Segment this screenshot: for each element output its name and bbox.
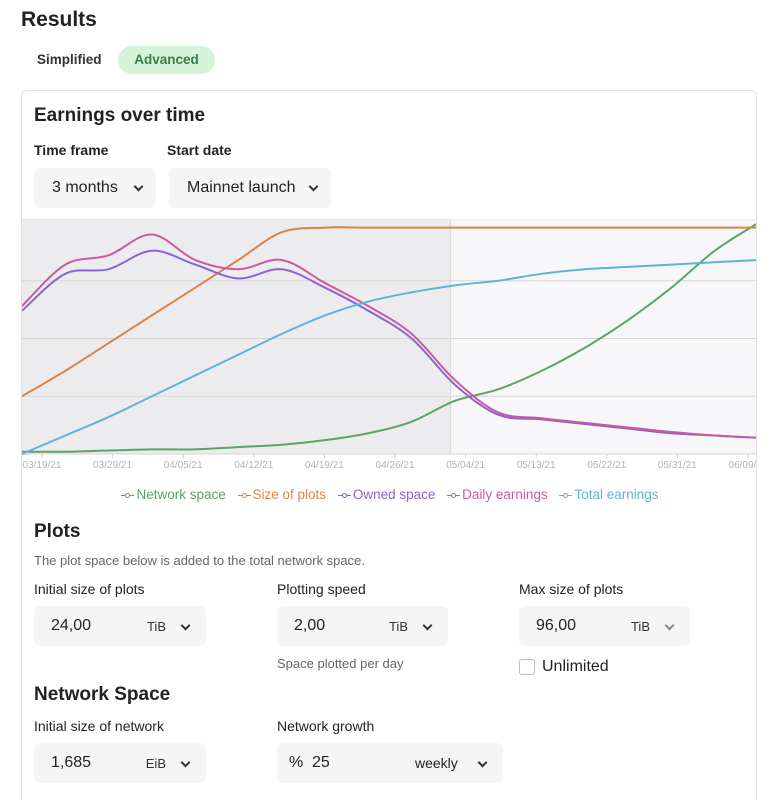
network-space-title: Network Space [34, 684, 171, 705]
initial-plots-input[interactable]: 24,00 TiB [34, 606, 206, 646]
legend-marker-icon [337, 491, 351, 500]
plotting-speed-input[interactable]: 2,00 TiB [277, 606, 448, 646]
x-tick-label: 03/19/21 [23, 460, 62, 469]
chevron-down-icon [308, 181, 319, 191]
series-network-space-line [22, 223, 756, 453]
x-tick-label: 04/05/21 [164, 460, 203, 469]
growth-period-select[interactable]: weekly [415, 755, 458, 771]
legend-marker-icon [121, 491, 135, 500]
series-size-of-plots-line [22, 226, 756, 398]
unlimited-label[interactable]: Unlimited [542, 658, 609, 675]
initial-plots-unit[interactable]: TiB [146, 618, 166, 634]
earnings-chart[interactable]: 03/19/21 03/29/21 04/05/21 04/12/21 04/19/21… [22, 219, 757, 469]
unlimited-checkbox[interactable] [519, 659, 535, 675]
x-tick-label: 04/12/21 [234, 460, 273, 469]
x-tick-label: 06/09/21 [729, 460, 757, 469]
startdate-label: Start date [167, 142, 232, 158]
plotting-speed-value: 2,00 [294, 617, 326, 634]
x-tick-label: 04/26/21 [376, 460, 415, 469]
timeframe-value: 3 months [52, 179, 118, 196]
timeframe-label: Time frame [34, 142, 109, 158]
simplified-toggle[interactable]: Simplified [37, 52, 102, 67]
results-title: Results [21, 8, 97, 31]
chevron-down-icon[interactable] [422, 620, 433, 631]
network-growth-label: Network growth [277, 718, 375, 734]
plotting-speed-unit[interactable]: TiB [388, 618, 408, 634]
legend-marker-icon [237, 491, 251, 500]
startdate-select[interactable]: Mainnet launch [169, 168, 331, 208]
initial-network-label: Initial size of network [34, 718, 164, 734]
chevron-down-icon[interactable] [180, 757, 191, 768]
initial-network-unit[interactable]: EiB [145, 755, 166, 771]
series-daily-earnings-line [22, 233, 756, 439]
x-tick-label: 05/13/21 [517, 460, 556, 469]
legend-total-earnings[interactable]: Total earnings [559, 487, 659, 502]
series-total-earnings-line [22, 259, 756, 455]
series-owned-space-line [22, 249, 756, 439]
initial-network-input[interactable]: 1,685 EiB [34, 743, 206, 783]
timeframe-select[interactable]: 3 months [34, 168, 156, 208]
chevron-down-icon [133, 181, 144, 191]
initial-plots-value: 24,00 [51, 617, 92, 634]
chevron-down-icon[interactable] [477, 757, 488, 768]
plots-title: Plots [34, 521, 81, 542]
x-tick-label: 05/31/21 [658, 460, 697, 469]
plotting-speed-label: Plotting speed [277, 581, 366, 597]
legend-marker-icon [447, 491, 461, 500]
max-plots-unit[interactable]: TiB [630, 618, 650, 634]
chart-legend: Network space Size of plots Owned space … [22, 487, 756, 502]
legend-marker-icon [559, 491, 573, 500]
earnings-title: Earnings over time [34, 105, 206, 126]
growth-percent-symbol: % [289, 754, 304, 771]
earnings-card: Earnings over time Time frame Start date… [21, 90, 757, 800]
chevron-down-icon[interactable] [664, 620, 675, 631]
x-tick-label: 04/19/21 [305, 460, 344, 469]
startdate-value: Mainnet launch [187, 179, 296, 196]
legend-daily-earnings[interactable]: Daily earnings [447, 487, 548, 502]
max-plots-label: Max size of plots [519, 581, 624, 597]
plotting-speed-note: Space plotted per day [277, 656, 404, 671]
advanced-toggle[interactable]: Advanced [118, 46, 215, 74]
legend-size-of-plots[interactable]: Size of plots [237, 487, 326, 502]
x-tick-label: 03/29/21 [93, 460, 132, 469]
chevron-down-icon[interactable] [180, 620, 191, 631]
history-region [22, 219, 451, 454]
initial-network-value: 1,685 [51, 754, 92, 771]
plots-note: The plot space below is added to the tot… [34, 553, 365, 568]
legend-network-space[interactable]: Network space [121, 487, 226, 502]
growth-value[interactable]: 25 [312, 754, 330, 771]
x-tick-label: 05/04/21 [446, 460, 485, 469]
max-plots-value: 96,00 [536, 617, 577, 634]
initial-plots-label: Initial size of plots [34, 581, 145, 597]
x-tick-label: 05/22/21 [587, 460, 626, 469]
legend-owned-space[interactable]: Owned space [337, 487, 435, 502]
max-plots-input[interactable]: 96,00 TiB [519, 606, 690, 646]
network-growth-input[interactable]: % 25 weekly [277, 743, 503, 783]
